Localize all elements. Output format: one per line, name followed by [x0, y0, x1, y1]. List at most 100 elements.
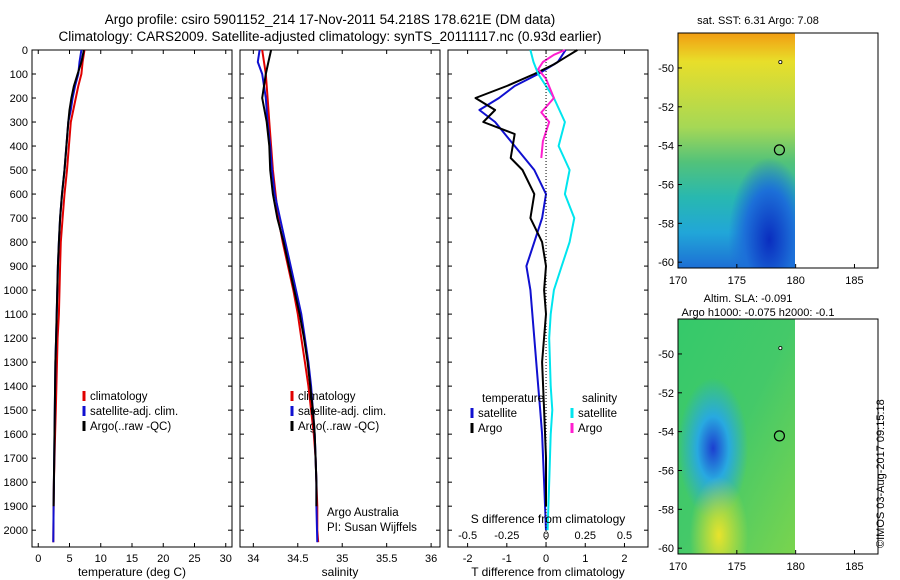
depth-tick-label: 600 [10, 189, 28, 201]
x-tick-label: 10 [95, 553, 107, 565]
depth-tick-label: 700 [10, 213, 28, 225]
legend-entry: Argo(..raw -QC) [90, 421, 171, 433]
chart-title-line1: Argo profile: csiro 5901152_214 17-Nov-2… [104, 12, 556, 27]
sla-map-title-line1: Altim. SLA: -0.091 [704, 293, 793, 305]
legend-entry: climatology [90, 391, 148, 403]
map-y-tick-label: -56 [658, 465, 674, 477]
depth-tick-label: 1500 [4, 405, 28, 417]
map-y-tick-label: -58 [658, 504, 674, 516]
map-x-tick-label: 170 [669, 275, 687, 287]
x-tick-label: 30 [220, 553, 232, 565]
series-line [52, 49, 85, 507]
x-tick-label: 34.5 [287, 553, 308, 565]
x-tick-label: 5 [66, 553, 72, 565]
depth-tick-label: 1000 [4, 285, 28, 297]
depth-tick-label: 400 [10, 141, 28, 153]
x-tick-label: 20 [157, 553, 169, 565]
legend-entry: climatology [298, 391, 356, 403]
secondary-axis-label: S difference from climatology [471, 512, 626, 526]
legend-entry: salinity [582, 393, 617, 405]
chart-title-line2: Climatology: CARS2009. Satellite-adjuste… [58, 29, 602, 44]
series-line [474, 49, 578, 507]
temperature-panel-frame [31, 49, 233, 548]
legend-entry: temperature [482, 393, 544, 405]
sst-map [677, 32, 879, 269]
annotation-text: PI: Susan Wijffels [327, 522, 417, 534]
argo-position-marker [773, 144, 786, 156]
sla-map-title-line2: Argo h1000: -0.075 h2000: -0.1 [682, 307, 835, 319]
x-tick-label: 35.5 [376, 553, 397, 565]
depth-tick-label: 100 [10, 69, 28, 81]
map-x-tick-label: 175 [728, 275, 746, 287]
series-line [529, 49, 576, 531]
map-x-tick-label: 180 [786, 561, 804, 573]
sla-map [677, 318, 879, 555]
sst-map-title: sat. SST: 6.31 Argo: 7.08 [697, 15, 819, 27]
x-tick-label: 25 [188, 553, 200, 565]
x-tick-label: 0 [543, 553, 549, 565]
secondary-tick-label: 0.5 [617, 530, 632, 542]
depth-tick-label: 300 [10, 117, 28, 129]
map-x-tick-label: 175 [728, 561, 746, 573]
salinity-panel-frame [239, 49, 441, 548]
map-y-tick-label: -52 [658, 388, 674, 400]
imos-timestamp: ©IMOS 03-Aug-2017 09:15:18 [875, 399, 887, 548]
x-tick-label: 35 [336, 553, 348, 565]
map-y-tick-label: -54 [658, 427, 674, 439]
depth-tick-label: 1900 [4, 501, 28, 513]
x-tick-label: -1 [502, 553, 512, 565]
x-tick-label: 34 [247, 553, 259, 565]
sst-map-frame [677, 32, 879, 269]
x-axis-label: salinity [322, 565, 359, 579]
map-y-tick-label: -52 [658, 102, 674, 114]
series-line [261, 49, 320, 543]
secondary-tick-label: -0.5 [458, 530, 477, 542]
depth-tick-label: 0 [22, 45, 28, 57]
map-y-tick-label: -60 [658, 543, 674, 555]
annotation-text: Argo Australia [327, 507, 399, 519]
map-y-tick-label: -50 [658, 63, 674, 75]
legend-entry: satellite [478, 408, 517, 420]
x-axis-label: temperature (deg C) [78, 565, 186, 579]
depth-tick-label: 200 [10, 93, 28, 105]
x-tick-label: 0 [35, 553, 41, 565]
x-tick-label: 1 [582, 553, 588, 565]
legend-entry: satellite-adj. clim. [298, 406, 386, 418]
depth-tick-label: 800 [10, 237, 28, 249]
map-x-tick-label: 185 [845, 561, 863, 573]
depth-tick-label: 1200 [4, 333, 28, 345]
legend-entry: satellite-adj. clim. [90, 406, 178, 418]
depth-tick-label: 1800 [4, 477, 28, 489]
x-tick-label: 15 [126, 553, 138, 565]
sla-map-frame [677, 318, 879, 555]
argo-position-marker [773, 430, 786, 442]
legend-entry: Argo [478, 423, 502, 435]
map-y-tick-label: -60 [658, 257, 674, 269]
map-x-tick-label: 180 [786, 275, 804, 287]
legend-entry: Argo(..raw -QC) [298, 421, 379, 433]
depth-tick-label: 2000 [4, 525, 28, 537]
x-tick-label: 2 [621, 553, 627, 565]
legend-entry: Argo [578, 423, 602, 435]
map-y-tick-label: -54 [658, 141, 674, 153]
map-y-tick-label: -56 [658, 179, 674, 191]
depth-tick-label: 1100 [4, 309, 28, 321]
x-tick-label: 36 [425, 553, 437, 565]
secondary-tick-label: -0.25 [494, 530, 519, 542]
secondary-tick-label: 0.25 [575, 530, 596, 542]
map-y-tick-label: -58 [658, 218, 674, 230]
legend-entry: satellite [578, 408, 617, 420]
difference-panel-frame [447, 49, 649, 548]
previous-position-marker [778, 346, 783, 351]
series-line [261, 49, 318, 507]
previous-position-marker [778, 60, 783, 65]
depth-tick-label: 1400 [4, 381, 28, 393]
secondary-tick-label: 0 [543, 530, 549, 542]
map-x-tick-label: 170 [669, 561, 687, 573]
depth-tick-label: 500 [10, 165, 28, 177]
depth-tick-label: 1700 [4, 453, 28, 465]
depth-tick-label: 1300 [4, 357, 28, 369]
map-x-tick-label: 185 [845, 275, 863, 287]
x-tick-label: -2 [463, 553, 473, 565]
